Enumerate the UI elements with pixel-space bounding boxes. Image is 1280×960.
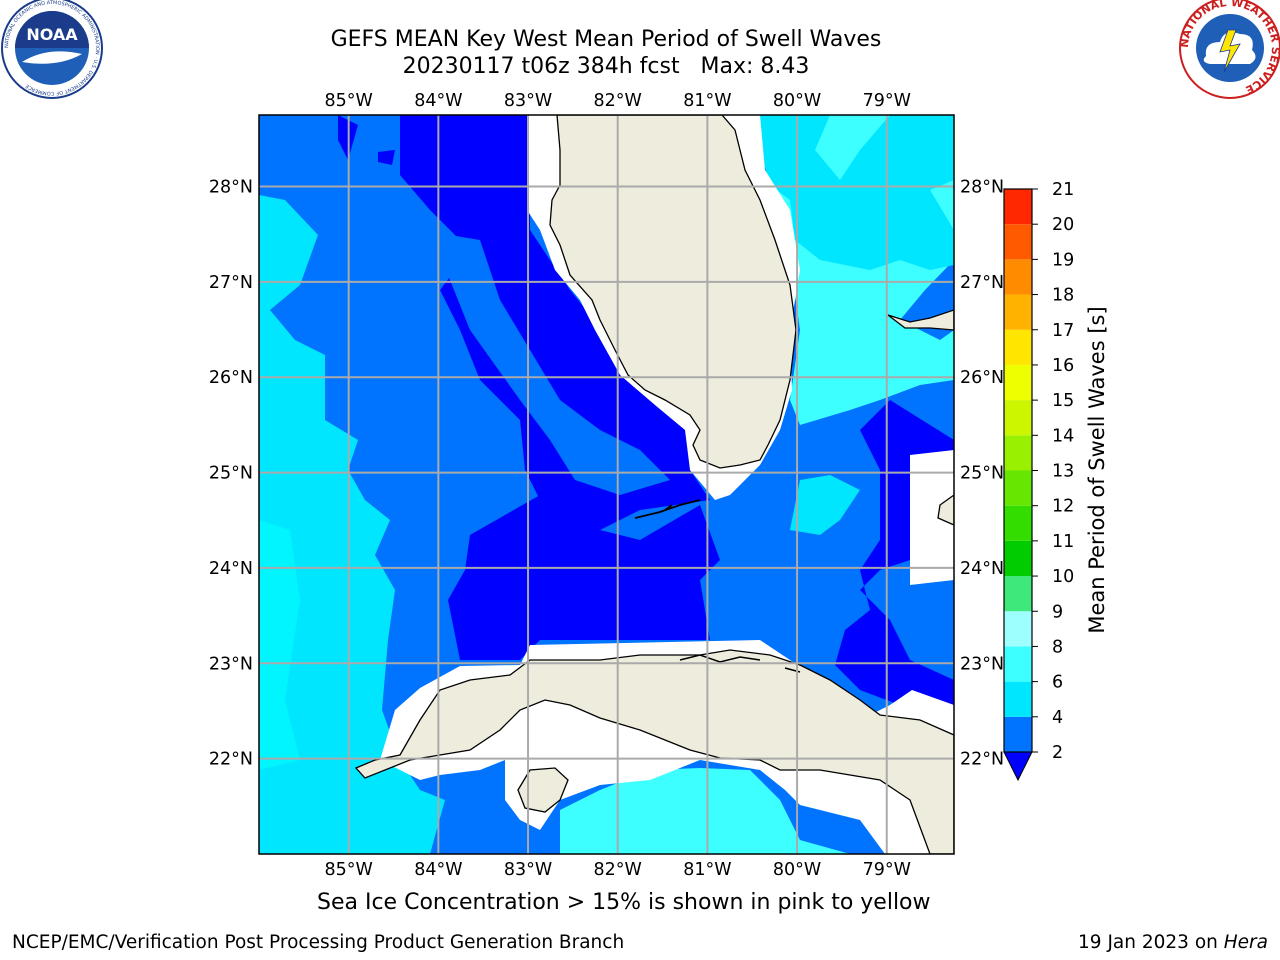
land-cuba bbox=[354, 649, 954, 854]
florida-keys bbox=[634, 499, 701, 519]
colorbar-tick-label: 20 bbox=[1052, 215, 1074, 235]
colorbar-segment bbox=[1004, 540, 1032, 577]
lon-label-bottom: 81°W bbox=[683, 860, 731, 880]
lat-label-left: 23°N bbox=[209, 654, 253, 674]
swell-contour-lt2s-north bbox=[400, 115, 710, 530]
lon-label-top: 83°W bbox=[504, 91, 552, 111]
lon-label-top: 85°W bbox=[325, 91, 373, 111]
colorbar-tick-label: 10 bbox=[1052, 567, 1074, 587]
footer-credit: NCEP/EMC/Verification Post Processing Pr… bbox=[12, 932, 625, 953]
colorbar-segment bbox=[1004, 189, 1032, 225]
colorbar-tick-label: 9 bbox=[1052, 602, 1063, 622]
lat-label-left: 28°N bbox=[209, 178, 253, 198]
colorbar-tick-label: 13 bbox=[1052, 462, 1074, 482]
map-gridlines bbox=[259, 115, 954, 854]
colorbar-extend-min bbox=[1003, 751, 1033, 782]
footer-date-text: 19 Jan 2023 on bbox=[1078, 932, 1224, 953]
noaa-logo-text: NOAA bbox=[26, 25, 78, 44]
lat-labels-right: 28°N 27°N 26°N 25°N 24°N 23°N 22°N bbox=[960, 178, 1004, 770]
colorbar-segment bbox=[1004, 329, 1032, 365]
sea-ice-note: Sea Ice Concentration > 15% is shown in … bbox=[317, 890, 931, 915]
colorbar-tick-label: 19 bbox=[1052, 250, 1074, 270]
swell-contour-2-4s-gap bbox=[420, 230, 670, 495]
lon-labels-bottom: 85°W 84°W 83°W 82°W 81°W 80°W 79°W bbox=[325, 860, 911, 880]
lon-label-top: 80°W bbox=[773, 91, 821, 111]
colorbar-segment bbox=[1004, 576, 1032, 612]
colorbar-segment bbox=[1004, 681, 1032, 717]
lat-label-right: 25°N bbox=[960, 464, 1004, 484]
colorbar-tick-label: 14 bbox=[1052, 426, 1074, 446]
lat-label-left: 26°N bbox=[209, 368, 253, 388]
lon-label-top: 82°W bbox=[594, 91, 642, 111]
lat-label-left: 27°N bbox=[209, 273, 253, 293]
land-florida bbox=[549, 115, 797, 469]
lon-label-top: 81°W bbox=[683, 91, 731, 111]
swell-contour-lt2s-central bbox=[448, 495, 720, 660]
lat-label-right: 22°N bbox=[960, 750, 1004, 770]
colorbar-tick-label: 11 bbox=[1052, 532, 1074, 552]
noaa-logo: NOAA NATIONAL OCEANIC AND ATMOSPHERIC AD… bbox=[1, 0, 103, 99]
land-bahamas bbox=[887, 309, 954, 331]
nws-logo: NATIONAL WEATHER SERVICE bbox=[1178, 0, 1280, 99]
colorbar-segment bbox=[1004, 224, 1032, 260]
swell-contour-4-6s-east bbox=[790, 475, 860, 535]
lon-label-bottom: 79°W bbox=[863, 860, 911, 880]
chart-title: GEFS MEAN Key West Mean Period of Swell … bbox=[330, 27, 882, 52]
colorbar-segment bbox=[1004, 259, 1032, 295]
colorbar-tick-label: 8 bbox=[1052, 637, 1063, 657]
map-frame bbox=[258, 114, 955, 855]
colorbar-tick-label: 4 bbox=[1052, 708, 1063, 728]
swell-contour-lt2s-east bbox=[835, 400, 954, 720]
lat-label-right: 27°N bbox=[960, 273, 1004, 293]
lat-label-right: 26°N bbox=[960, 368, 1004, 388]
colorbar-tick-label: 16 bbox=[1052, 356, 1074, 376]
lat-label-right: 24°N bbox=[960, 559, 1004, 579]
lon-labels-top: 85°W 84°W 83°W 82°W 81°W 80°W 79°W bbox=[325, 91, 911, 111]
colorbar-segment bbox=[1004, 364, 1032, 401]
chart-subtitle: 20230117 t06z 384h fcst Max: 8.43 bbox=[402, 54, 810, 79]
colorbar: 2 4 6 8 9 10 11 12 13 14 15 16 17 18 19 20 21 bbox=[1003, 180, 1074, 782]
swell-contour-4-6s-west-inner bbox=[259, 520, 300, 770]
land-bahamas-andros bbox=[937, 494, 954, 526]
lon-label-bottom: 82°W bbox=[594, 860, 642, 880]
footer-machine: Hera bbox=[1223, 932, 1268, 953]
lon-label-top: 79°W bbox=[863, 91, 911, 111]
map-panel bbox=[259, 115, 954, 854]
lat-label-right: 23°N bbox=[960, 654, 1004, 674]
lat-label-left: 24°N bbox=[209, 559, 253, 579]
colorbar-segment bbox=[1004, 646, 1032, 682]
colorbar-tick-label: 18 bbox=[1052, 286, 1074, 306]
lat-label-right: 28°N bbox=[960, 178, 1004, 198]
colorbar-segment bbox=[1004, 435, 1032, 471]
lat-labels-left: 28°N 27°N 26°N 25°N 24°N 23°N 22°N bbox=[209, 178, 253, 770]
lon-label-top: 84°W bbox=[414, 91, 462, 111]
nodata-mask-bahamas bbox=[910, 450, 954, 585]
lon-label-bottom: 80°W bbox=[773, 860, 821, 880]
colorbar-tick-label: 6 bbox=[1052, 673, 1063, 693]
colorbar-segment bbox=[1004, 505, 1032, 541]
colorbar-segment bbox=[1004, 611, 1032, 647]
colorbar-tick-label: 21 bbox=[1052, 180, 1074, 200]
colorbar-segment bbox=[1004, 470, 1032, 506]
footer-date: 19 Jan 2023 on Hera bbox=[1078, 932, 1268, 953]
colorbar-tick-label: 12 bbox=[1052, 497, 1074, 517]
colorbar-tick-label: 2 bbox=[1052, 743, 1063, 763]
colorbar-tick-label: 15 bbox=[1052, 391, 1074, 411]
lon-label-bottom: 84°W bbox=[414, 860, 462, 880]
colorbar-segment bbox=[1004, 716, 1032, 752]
swell-contour-4-6s-west bbox=[259, 195, 445, 854]
swell-contour-lt2s-nw-spot2 bbox=[378, 150, 395, 165]
colorbar-tick-label: 17 bbox=[1052, 321, 1074, 341]
lon-label-bottom: 85°W bbox=[325, 860, 373, 880]
lat-label-left: 22°N bbox=[209, 750, 253, 770]
colorbar-label: Mean Period of Swell Waves [s] bbox=[1085, 306, 1109, 634]
colorbar-segment bbox=[1004, 294, 1032, 330]
swell-contour-4-6s-south bbox=[560, 768, 850, 854]
swell-contour-4-6s-northeast-dark bbox=[750, 115, 954, 270]
lon-label-bottom: 83°W bbox=[504, 860, 552, 880]
colorbar-segment bbox=[1004, 400, 1032, 436]
lat-label-left: 25°N bbox=[209, 464, 253, 484]
